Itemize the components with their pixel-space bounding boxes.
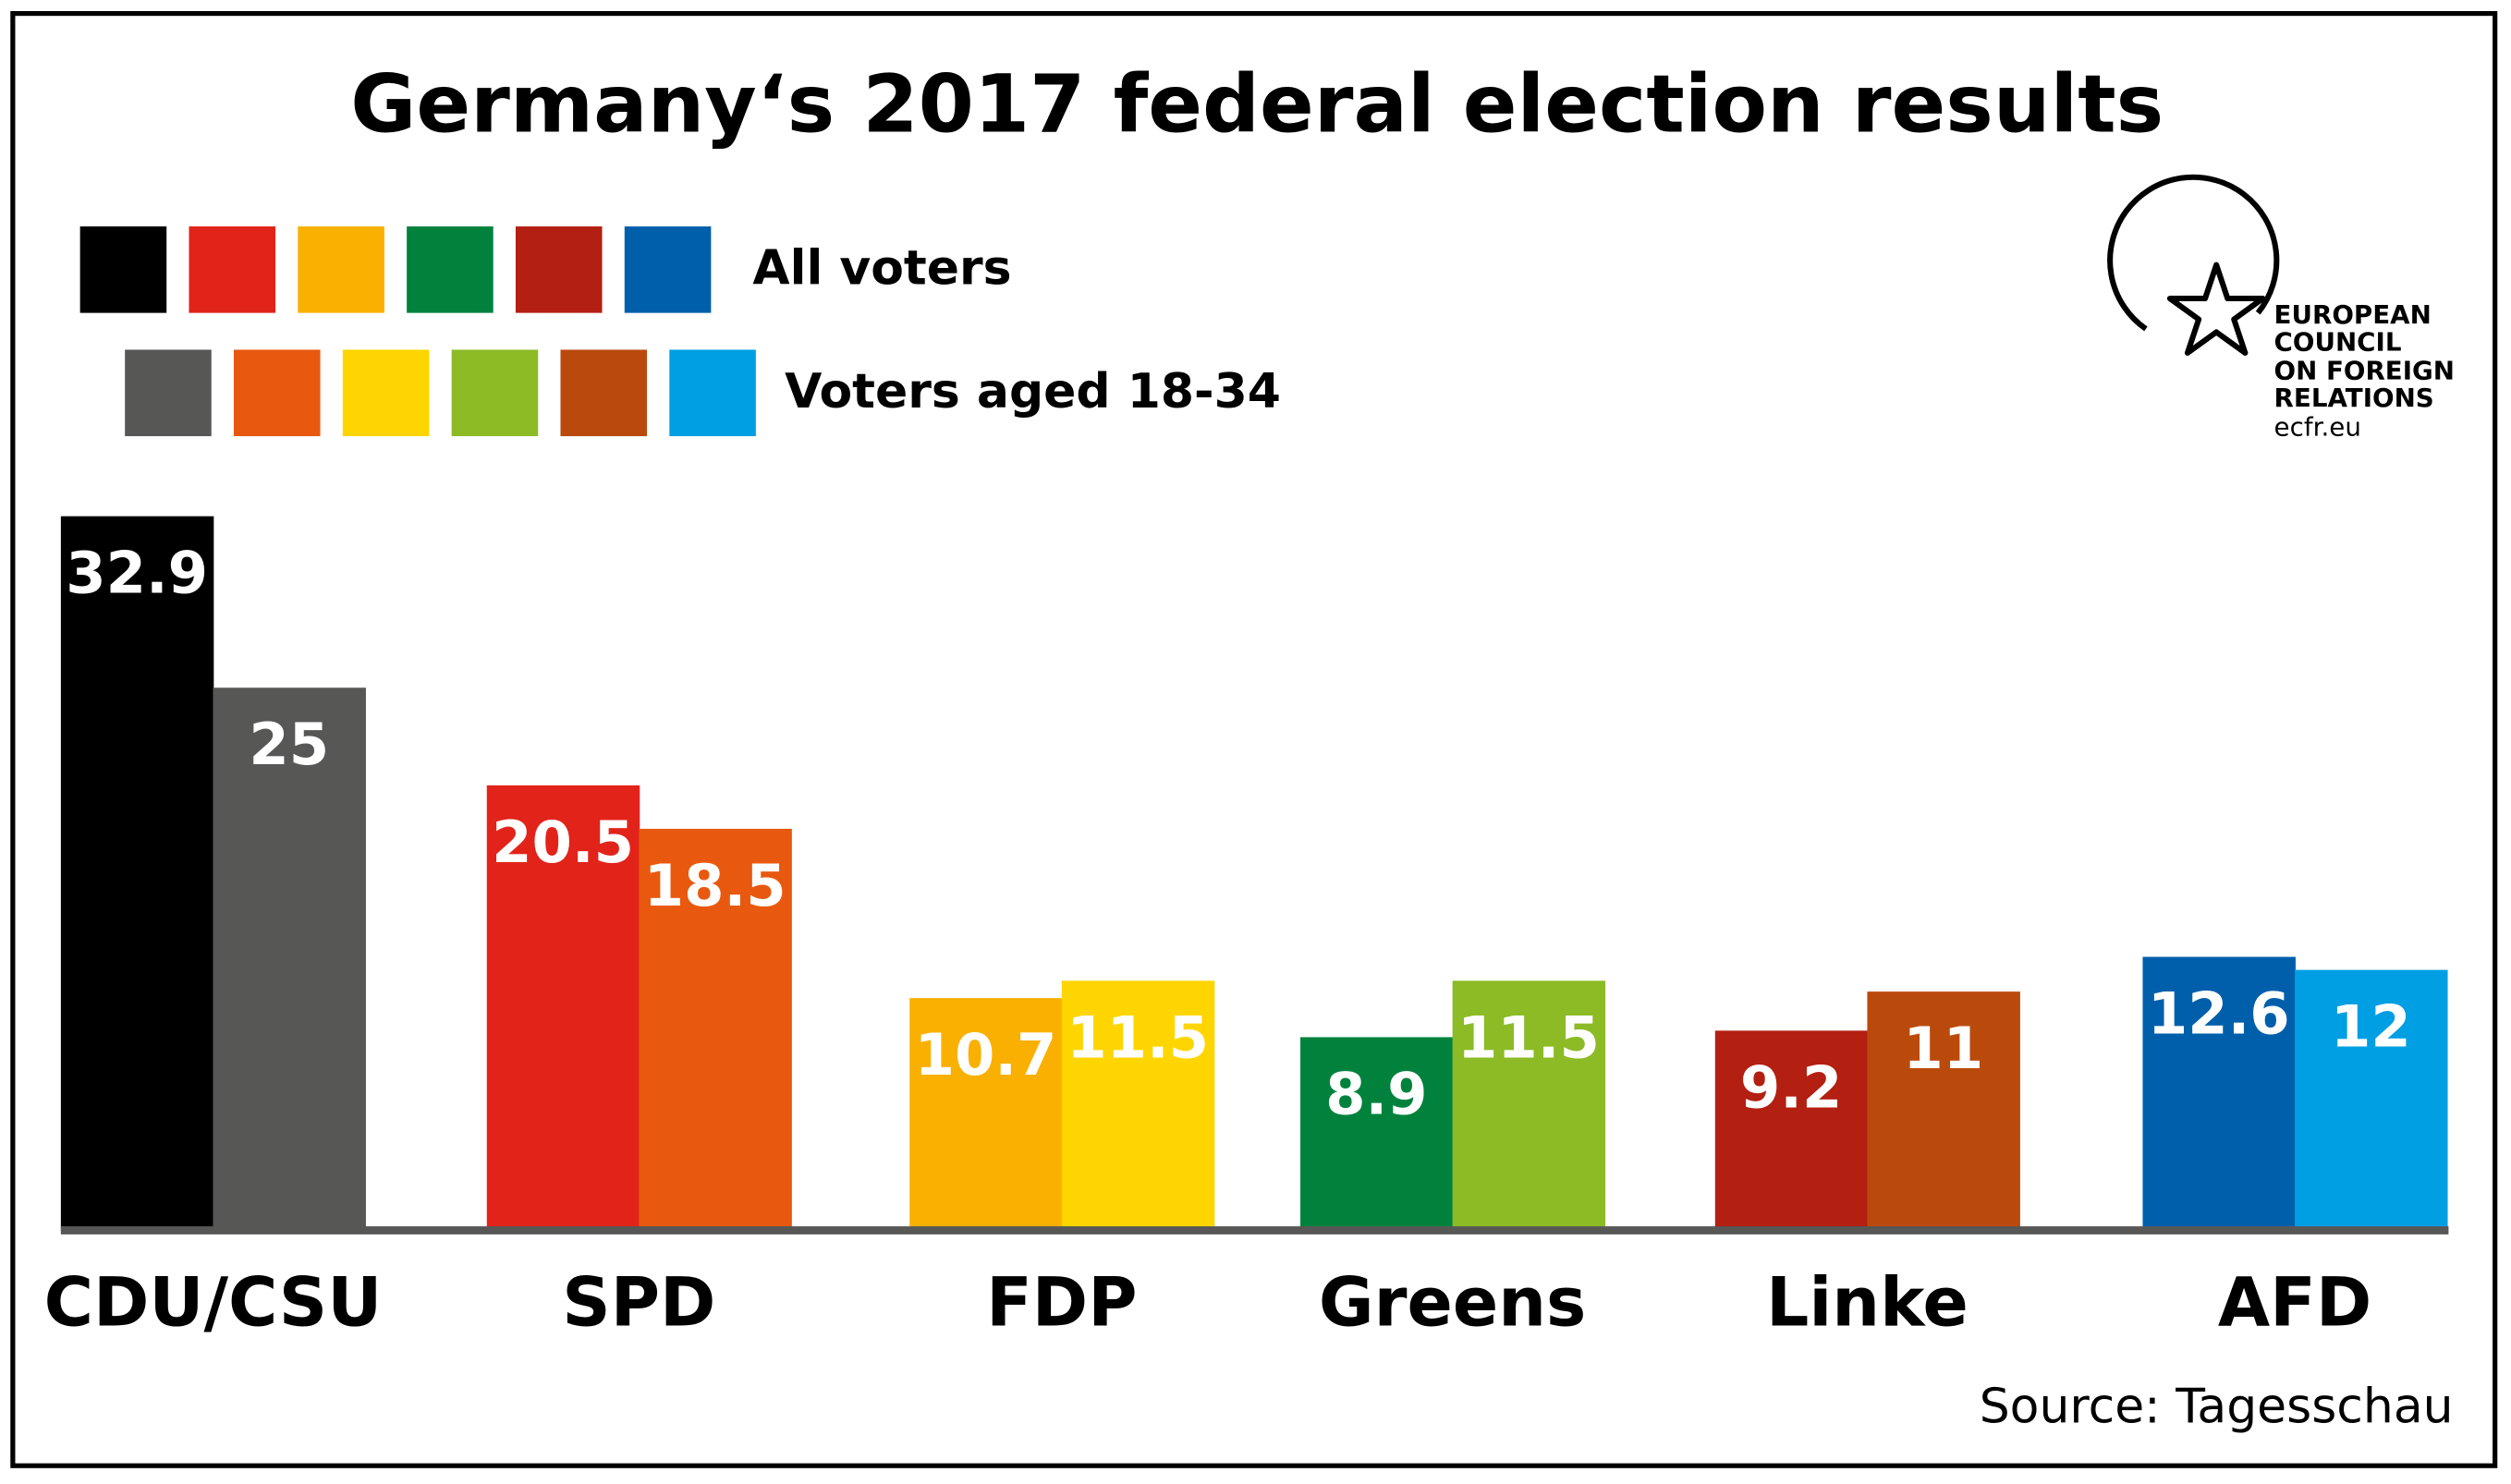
logo-text: RELATIONS bbox=[2274, 383, 2434, 413]
value-label: 25 bbox=[249, 711, 329, 778]
x-tick-label: Greens bbox=[1319, 1264, 1586, 1343]
x-tick-label: SPD bbox=[562, 1264, 715, 1343]
legend-swatch bbox=[451, 349, 539, 437]
bar bbox=[1867, 991, 2020, 1231]
legend-swatch bbox=[669, 349, 756, 437]
legend-swatch bbox=[298, 226, 384, 313]
logo-text: COUNCIL bbox=[2274, 327, 2402, 358]
bar bbox=[639, 828, 792, 1231]
value-label: 8.9 bbox=[1325, 1060, 1428, 1127]
legend-label: Voters aged 18-34 bbox=[785, 364, 1281, 420]
source: Source: Tagesschau bbox=[1980, 1380, 2454, 1435]
x-tick-label: Linke bbox=[1766, 1264, 1969, 1343]
bar bbox=[1061, 980, 1215, 1231]
value-label: 12 bbox=[2331, 993, 2411, 1061]
bar bbox=[1452, 980, 1606, 1231]
value-label: 11.5 bbox=[1457, 1004, 1600, 1071]
legend-swatch bbox=[515, 226, 603, 313]
value-label: 9.2 bbox=[1740, 1053, 1843, 1121]
bar bbox=[486, 785, 640, 1231]
frame bbox=[10, 10, 2498, 1468]
legend-swatch bbox=[624, 226, 712, 313]
legend-swatch bbox=[342, 349, 430, 437]
x-tick-label: CDU/CSU bbox=[44, 1264, 383, 1343]
value-label: 20.5 bbox=[492, 809, 634, 876]
legend-swatch bbox=[79, 226, 167, 313]
bar bbox=[213, 687, 366, 1231]
value-label: 18.5 bbox=[644, 852, 786, 919]
legend-swatch bbox=[189, 226, 276, 313]
logo-url: ecfr.eu bbox=[2274, 411, 2361, 442]
bar bbox=[2295, 969, 2448, 1231]
value-label: 11 bbox=[1903, 1015, 1983, 1082]
bar bbox=[909, 998, 1063, 1231]
logo-star bbox=[2166, 262, 2266, 356]
legend-swatch bbox=[233, 349, 321, 437]
legend-swatch bbox=[125, 349, 212, 437]
legend-swatch bbox=[560, 349, 648, 437]
chart-title: Germany‘s 2017 federal election results bbox=[350, 58, 2164, 151]
bar bbox=[1714, 1030, 1869, 1231]
bar bbox=[2142, 956, 2296, 1231]
value-label: 12.6 bbox=[2148, 979, 2290, 1047]
legend-swatch bbox=[407, 226, 494, 313]
x-tick-label: FDP bbox=[986, 1264, 1137, 1343]
value-label: 11.5 bbox=[1067, 1004, 1209, 1071]
logo-text: ON FOREIGN bbox=[2274, 356, 2455, 386]
x-tick-label: AFD bbox=[2218, 1264, 2371, 1343]
bar bbox=[60, 516, 214, 1231]
value-label: 10.7 bbox=[915, 1021, 1057, 1089]
logo-ring bbox=[2107, 174, 2280, 332]
value-label: 32.9 bbox=[66, 540, 208, 607]
legend-label: All voters bbox=[752, 241, 1011, 297]
bar bbox=[1300, 1037, 1454, 1231]
logo: EUROPEAN COUNCIL ON FOREIGN RELATIONS ec… bbox=[2107, 174, 2455, 442]
logo-text: EUROPEAN bbox=[2274, 299, 2432, 330]
